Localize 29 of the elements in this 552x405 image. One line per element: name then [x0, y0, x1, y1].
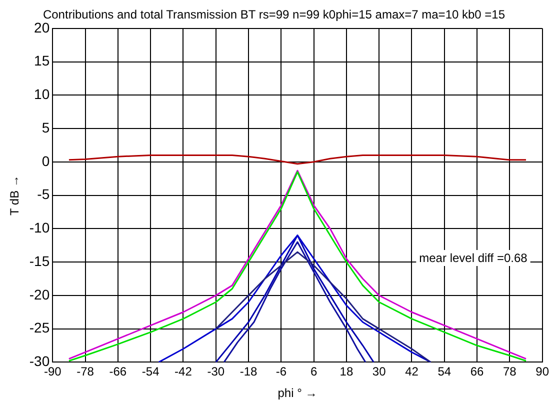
x-axis-title: phi ° → — [278, 386, 318, 400]
y-tick-label: -5 — [37, 186, 50, 202]
x-tick-label: 90 — [536, 364, 550, 379]
x-tick-label: -30 — [207, 364, 225, 379]
y-tick-label: 15 — [34, 52, 50, 69]
y-tick-label: -10 — [29, 220, 50, 236]
y-tick-label: -20 — [29, 286, 50, 302]
x-tick-label: 30 — [372, 364, 386, 379]
y-tick-label: -25 — [29, 320, 50, 336]
x-tick-label: -42 — [174, 364, 192, 379]
y-tick-label: 0 — [42, 152, 50, 169]
y-axis-title: T dB → — [8, 175, 22, 216]
x-tick-label: 42 — [405, 364, 419, 379]
y-tick-label: -15 — [29, 252, 50, 269]
x-tick-label: -54 — [142, 364, 160, 379]
annotation: mear level diff =0.68 — [419, 251, 528, 266]
x-tick-label: 18 — [340, 364, 354, 379]
y-tick-label: 5 — [42, 119, 50, 136]
x-tick-label: -6 — [276, 364, 287, 379]
x-tick-label: 54 — [438, 364, 452, 379]
x-tick-label: 66 — [470, 364, 484, 379]
chart-title: Contributions and total Transmission BT rs=99 n=99 k0phi=15 amax=7 ma=10 kb0 =15 — [42, 8, 506, 22]
x-tick-label: 6 — [310, 364, 318, 379]
x-tick-label: -66 — [109, 364, 127, 379]
x-tick-label: 78 — [503, 364, 517, 379]
y-tick-label: 20 — [34, 19, 50, 36]
x-tick-label: -18 — [240, 364, 258, 379]
x-tick-label: -78 — [76, 364, 94, 379]
y-tick-label: 10 — [34, 86, 50, 102]
